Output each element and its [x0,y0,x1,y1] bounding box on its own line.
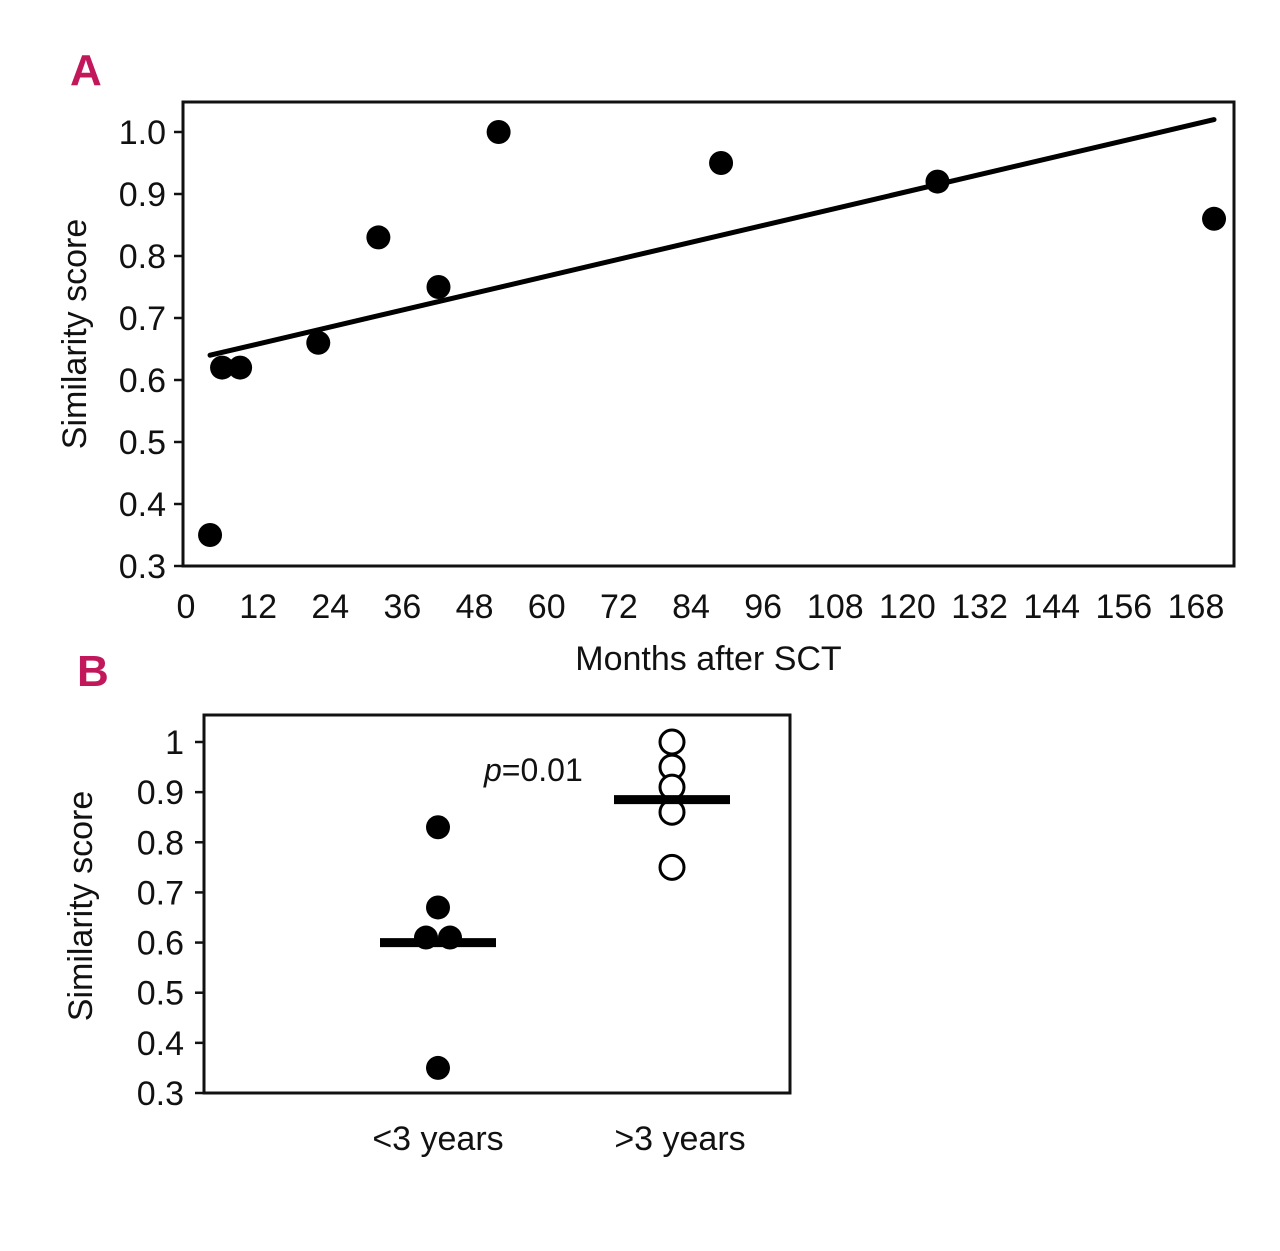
y-tick-label: 0.9 [137,774,184,812]
y-tick-label: 0.8 [119,238,166,276]
data-point [210,355,235,380]
y-tick-label: 0.6 [137,925,184,963]
x-tick-label: 144 [1023,588,1080,626]
y-tick-label: 0.8 [137,824,184,862]
data-point [709,151,734,175]
data-point [228,355,253,380]
x-tick-label: 60 [528,588,566,626]
x-tick-label: 48 [456,588,494,626]
x-tick-label: 132 [951,588,1008,626]
x-category-label: >3 years [614,1120,745,1158]
y-tick-label: 1.0 [119,114,166,152]
data-point [366,225,391,250]
data-point [306,330,331,355]
y-tick-label: 0.7 [119,300,166,338]
x-tick-label: 36 [384,588,422,626]
y-axis-title: Similarity score [62,791,100,1021]
data-point [426,815,450,840]
trend-line [207,117,1217,358]
y-tick-label: 0.9 [119,176,166,214]
plot-frame-b [202,713,792,1095]
chart-b: 0.3 0.4 0.5 0.6 0.7 0.8 0.9 1 Similarity score <3… [62,713,792,1158]
x-category-label: <3 years [372,1120,503,1158]
data-point [426,895,450,920]
x-tick-label: 84 [672,588,710,626]
p-value-annotation: p=0.01 [483,752,583,788]
data-point [426,1055,450,1080]
x-tick-label: 108 [807,588,864,626]
data-point [658,853,686,881]
chart-a: 0.3 0.4 0.5 0.6 0.7 0.8 0.9 1.0 0 12 24 36 48 60 72 84 9… [56,100,1236,678]
x-tick-label: 96 [744,588,782,626]
data-point [925,169,950,194]
y-tick-label: 0.6 [119,362,166,400]
y-tick-label: 0.5 [119,424,166,462]
x-tick-label: 24 [311,588,349,626]
y-tick-label: 0.5 [137,975,184,1013]
data-point [1202,206,1227,231]
x-axis-title: Months after SCT [575,640,841,678]
y-tick-label: 0.7 [137,874,184,912]
data-point [426,275,451,299]
panel-b-label: B [77,647,109,696]
x-tick-label: 168 [1168,588,1225,626]
plot-frame-a [181,100,1236,568]
data-point [658,728,686,756]
x-tick-label: 12 [239,588,277,626]
x-tick-label: 0 [177,588,196,626]
y-tick-label: 0.4 [137,1025,184,1063]
x-tick-label: 156 [1095,588,1152,626]
x-tick-label: 120 [879,588,936,626]
y-tick-label: 0.3 [119,548,166,586]
data-point [486,120,511,144]
data-point [198,523,223,547]
x-tick-label: 72 [600,588,638,626]
y-axis-title: Similarity score [56,219,94,449]
y-tick-label: 0.3 [137,1075,184,1113]
y-tick-label: 1 [165,724,184,762]
y-tick-label: 0.4 [119,486,166,524]
panel-a-label: A [70,46,102,95]
